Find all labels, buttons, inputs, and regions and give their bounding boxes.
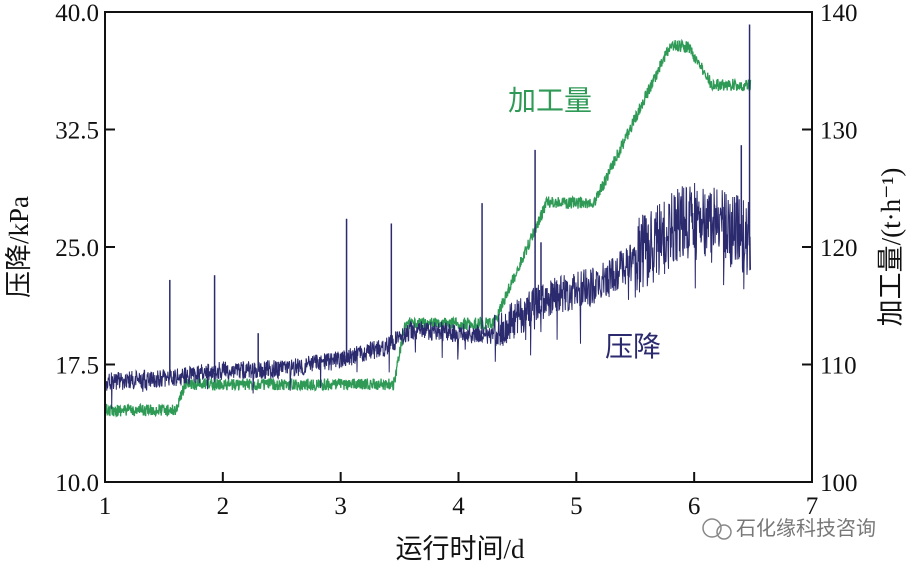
y2-tick-label: 100 [820, 470, 858, 497]
x-tick-label: 7 [806, 493, 819, 520]
y-tick-label: 10.0 [55, 470, 99, 497]
wechat-icon-2 [716, 524, 732, 540]
series-label-throughput: 加工量 [508, 84, 592, 117]
y-tick-label: 40.0 [55, 0, 99, 27]
y-tick-label: 25.0 [55, 235, 99, 262]
axis-ticks: 1 2 3 4 5 6 7 10.0 17.5 25.0 32.5 40.0 100 110 120 130 1… [55, 0, 857, 520]
watermark: 石化缘科技咨询 [702, 516, 876, 540]
x-tick-label: 1 [99, 493, 112, 520]
x-axis-label: 运行时间/d [395, 534, 525, 564]
x-tick-label: 4 [452, 493, 465, 520]
y2-tick-label: 120 [820, 235, 858, 262]
y-tick-label: 17.5 [55, 353, 99, 380]
x-tick-label: 2 [217, 493, 230, 520]
y2-tick-label: 140 [820, 0, 858, 27]
x-tick-label: 5 [570, 493, 583, 520]
series-label-pressure-drop: 压降 [605, 330, 661, 363]
x-tick-label: 3 [334, 493, 347, 520]
y2-axis-label: 加工量/(t·h⁻¹) [876, 168, 906, 327]
plot-area [104, 24, 752, 418]
y-axis-label: 压降/kPa [4, 196, 34, 298]
x-tick-label: 6 [688, 493, 701, 520]
series-line-pressure-drop [104, 182, 751, 409]
wechat-icon [702, 518, 722, 538]
watermark-text: 石化缘科技咨询 [736, 516, 876, 540]
y2-tick-label: 130 [820, 118, 858, 145]
y2-tick-label: 110 [820, 353, 857, 380]
plot-frame [104, 11, 813, 483]
y-tick-label: 32.5 [55, 118, 99, 145]
